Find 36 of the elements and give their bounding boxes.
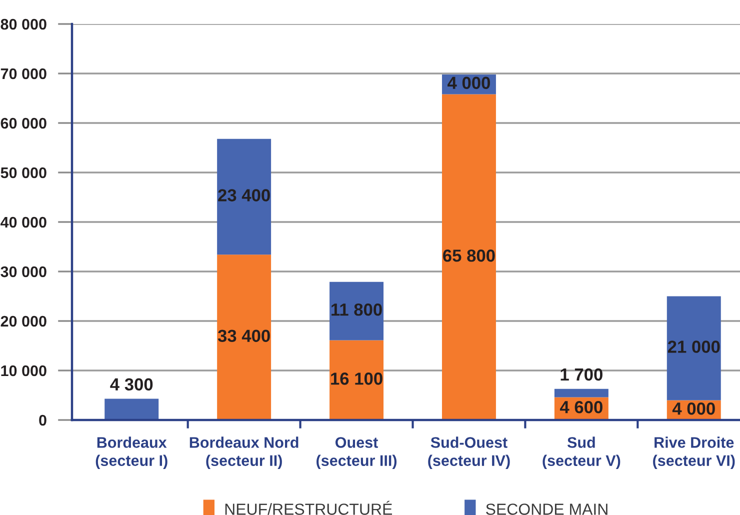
data-label: 4 300	[110, 378, 153, 391]
y-tick-label: 70 000	[0, 68, 46, 80]
y-tick-label: 50 000	[0, 167, 46, 178]
y-tick-label: 20 000	[0, 316, 46, 327]
data-label: 23 400	[218, 189, 270, 202]
data-label: 21 000	[668, 340, 720, 353]
bar	[104, 398, 159, 420]
y-tick-label: 60 000	[0, 118, 46, 129]
bar	[330, 340, 384, 420]
y-tick-label: 40 000	[0, 216, 46, 228]
data-label: 1 700	[560, 368, 602, 381]
x-tick-label: Sud (secteur V)	[542, 436, 620, 470]
y-tick-label: 0	[39, 414, 46, 426]
data-label: 11 800	[332, 303, 382, 316]
bar	[554, 388, 608, 398]
data-label: 4 000	[672, 402, 715, 415]
data-label: 33 400	[218, 330, 270, 342]
x-tick-label: Sud-Ouest (secteur IV)	[428, 436, 510, 470]
data-label: 4 000	[448, 76, 490, 90]
bar	[217, 138, 272, 255]
bar	[666, 296, 721, 400]
data-label: 65 800	[443, 250, 495, 262]
data-label: 4 600	[560, 400, 602, 414]
bar	[330, 282, 384, 340]
y-tick-label: 80 000	[0, 18, 46, 30]
x-tick-label: Ouest (secteur III)	[316, 437, 397, 470]
x-tick-label: Rive Droite (secteur VI)	[653, 436, 735, 470]
x-tick-label: Bordeaux (secteur I)	[96, 436, 168, 470]
bar	[217, 254, 272, 420]
y-tick-label: 30 000	[0, 266, 46, 278]
legend-label: NEUF/RESTRUCTURÉ	[225, 500, 392, 515]
bar	[442, 94, 496, 420]
data-label: 16 100	[331, 372, 382, 385]
y-tick-label: 10 000	[1, 365, 46, 376]
x-tick-label: Bordeaux Nord (secteur II)	[190, 436, 298, 470]
legend-label: SECONDE MAIN	[486, 504, 608, 515]
